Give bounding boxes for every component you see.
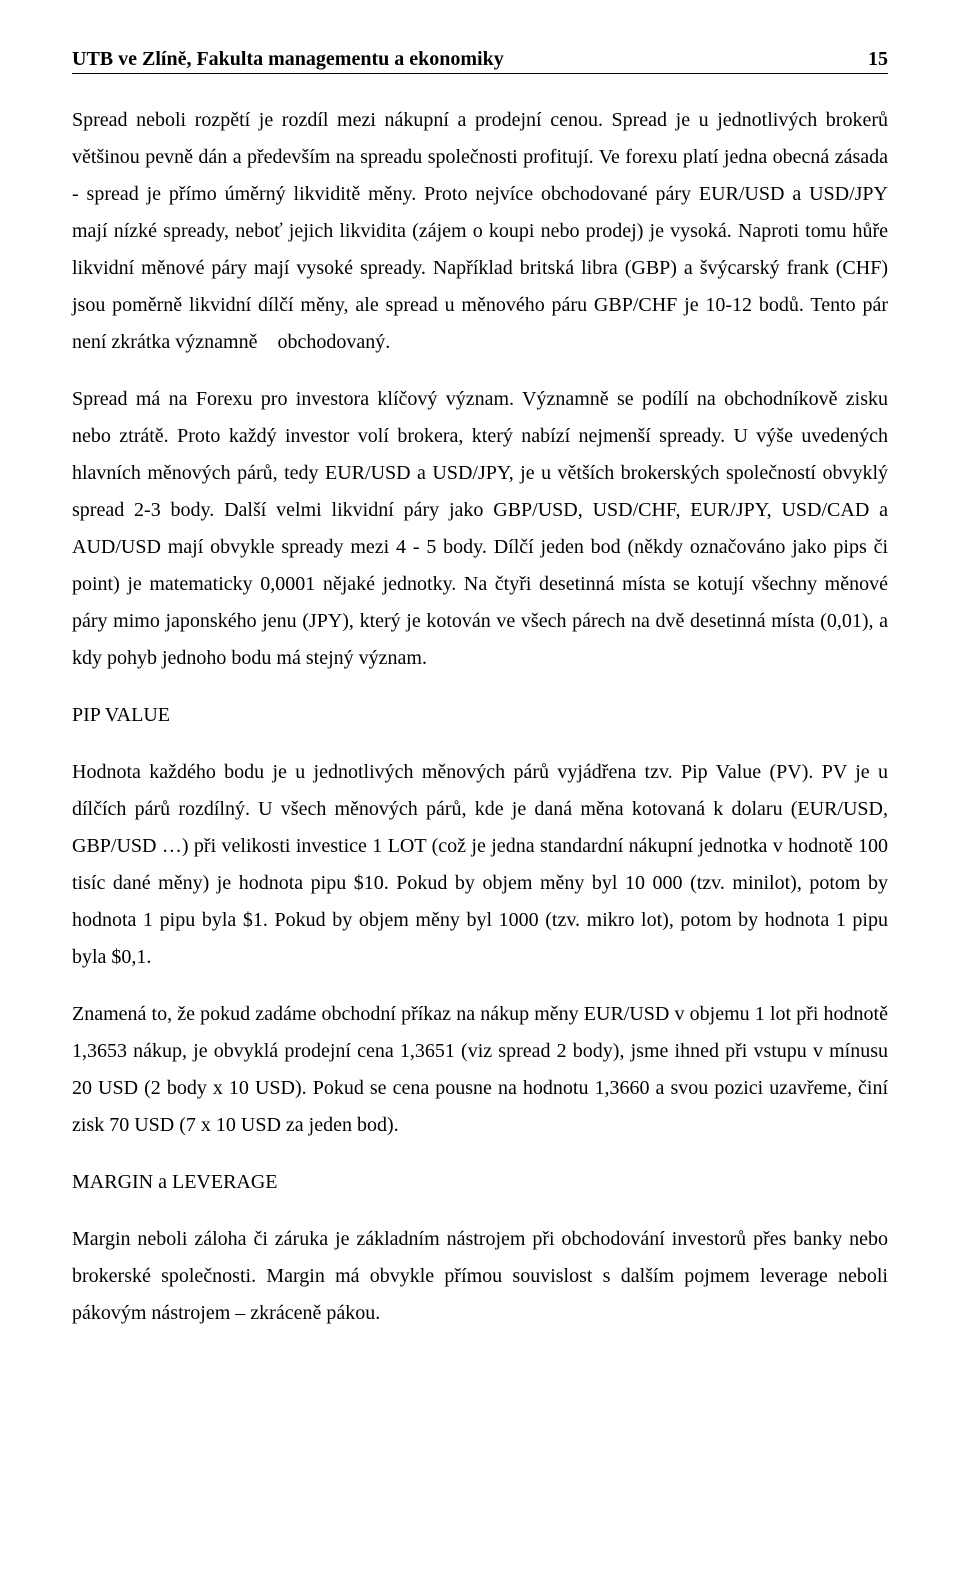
- header-page-number: 15: [868, 48, 888, 71]
- header-title: UTB ve Zlíně, Fakulta managementu a ekon…: [72, 48, 504, 71]
- paragraph-spread-significance: Spread má na Forexu pro investora klíčov…: [72, 381, 888, 677]
- heading-pip-value: PIP VALUE: [72, 697, 888, 734]
- paragraph-pip-value-example: Znamená to, že pokud zadáme obchodní pří…: [72, 996, 888, 1144]
- paragraph-spread-intro: Spread neboli rozpětí je rozdíl mezi nák…: [72, 102, 888, 361]
- page-header: UTB ve Zlíně, Fakulta managementu a ekon…: [72, 48, 888, 74]
- paragraph-margin-leverage: Margin neboli záloha či záruka je základ…: [72, 1221, 888, 1332]
- paragraph-pip-value-def: Hodnota každého bodu je u jednotlivých m…: [72, 754, 888, 976]
- heading-margin-leverage: MARGIN a LEVERAGE: [72, 1164, 888, 1201]
